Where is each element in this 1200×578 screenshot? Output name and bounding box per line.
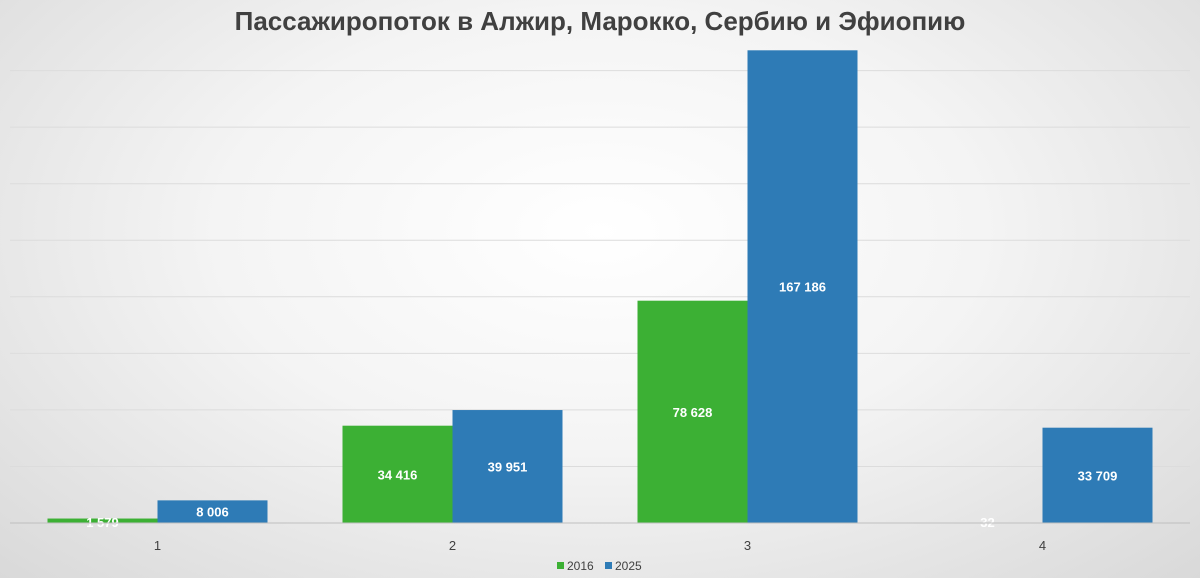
legend-label-2016: 2016 [567, 559, 594, 573]
legend-label-2025: 2025 [615, 559, 642, 573]
data-label-2016-3: 78 628 [673, 405, 713, 420]
data-label-2025-3: 167 186 [779, 280, 826, 295]
legend-swatch-2025 [605, 562, 612, 569]
legend-swatch-2016 [557, 562, 564, 569]
bar-2025-1 [157, 500, 268, 523]
x-tick-label: 1 [154, 538, 161, 553]
data-label-2025-1: 8 006 [196, 505, 229, 520]
x-tick-label: 2 [449, 538, 456, 553]
x-tick-label: 4 [1039, 538, 1046, 553]
bar-2025-4 [1042, 427, 1153, 523]
bar-2025-3 [747, 50, 858, 524]
x-tick-label: 3 [744, 538, 751, 553]
bar-2016-1 [47, 518, 158, 523]
bar-2025-2 [452, 410, 563, 523]
data-label-2025-4: 33 709 [1078, 468, 1118, 483]
chart-title: Пассажиропоток в Алжир, Марокко, Сербию … [234, 6, 966, 36]
data-label-2016-2: 34 416 [378, 467, 418, 482]
bar-2016-3 [637, 300, 748, 523]
data-label-2025-2: 39 951 [488, 460, 528, 475]
bar-2016-2 [342, 425, 453, 523]
